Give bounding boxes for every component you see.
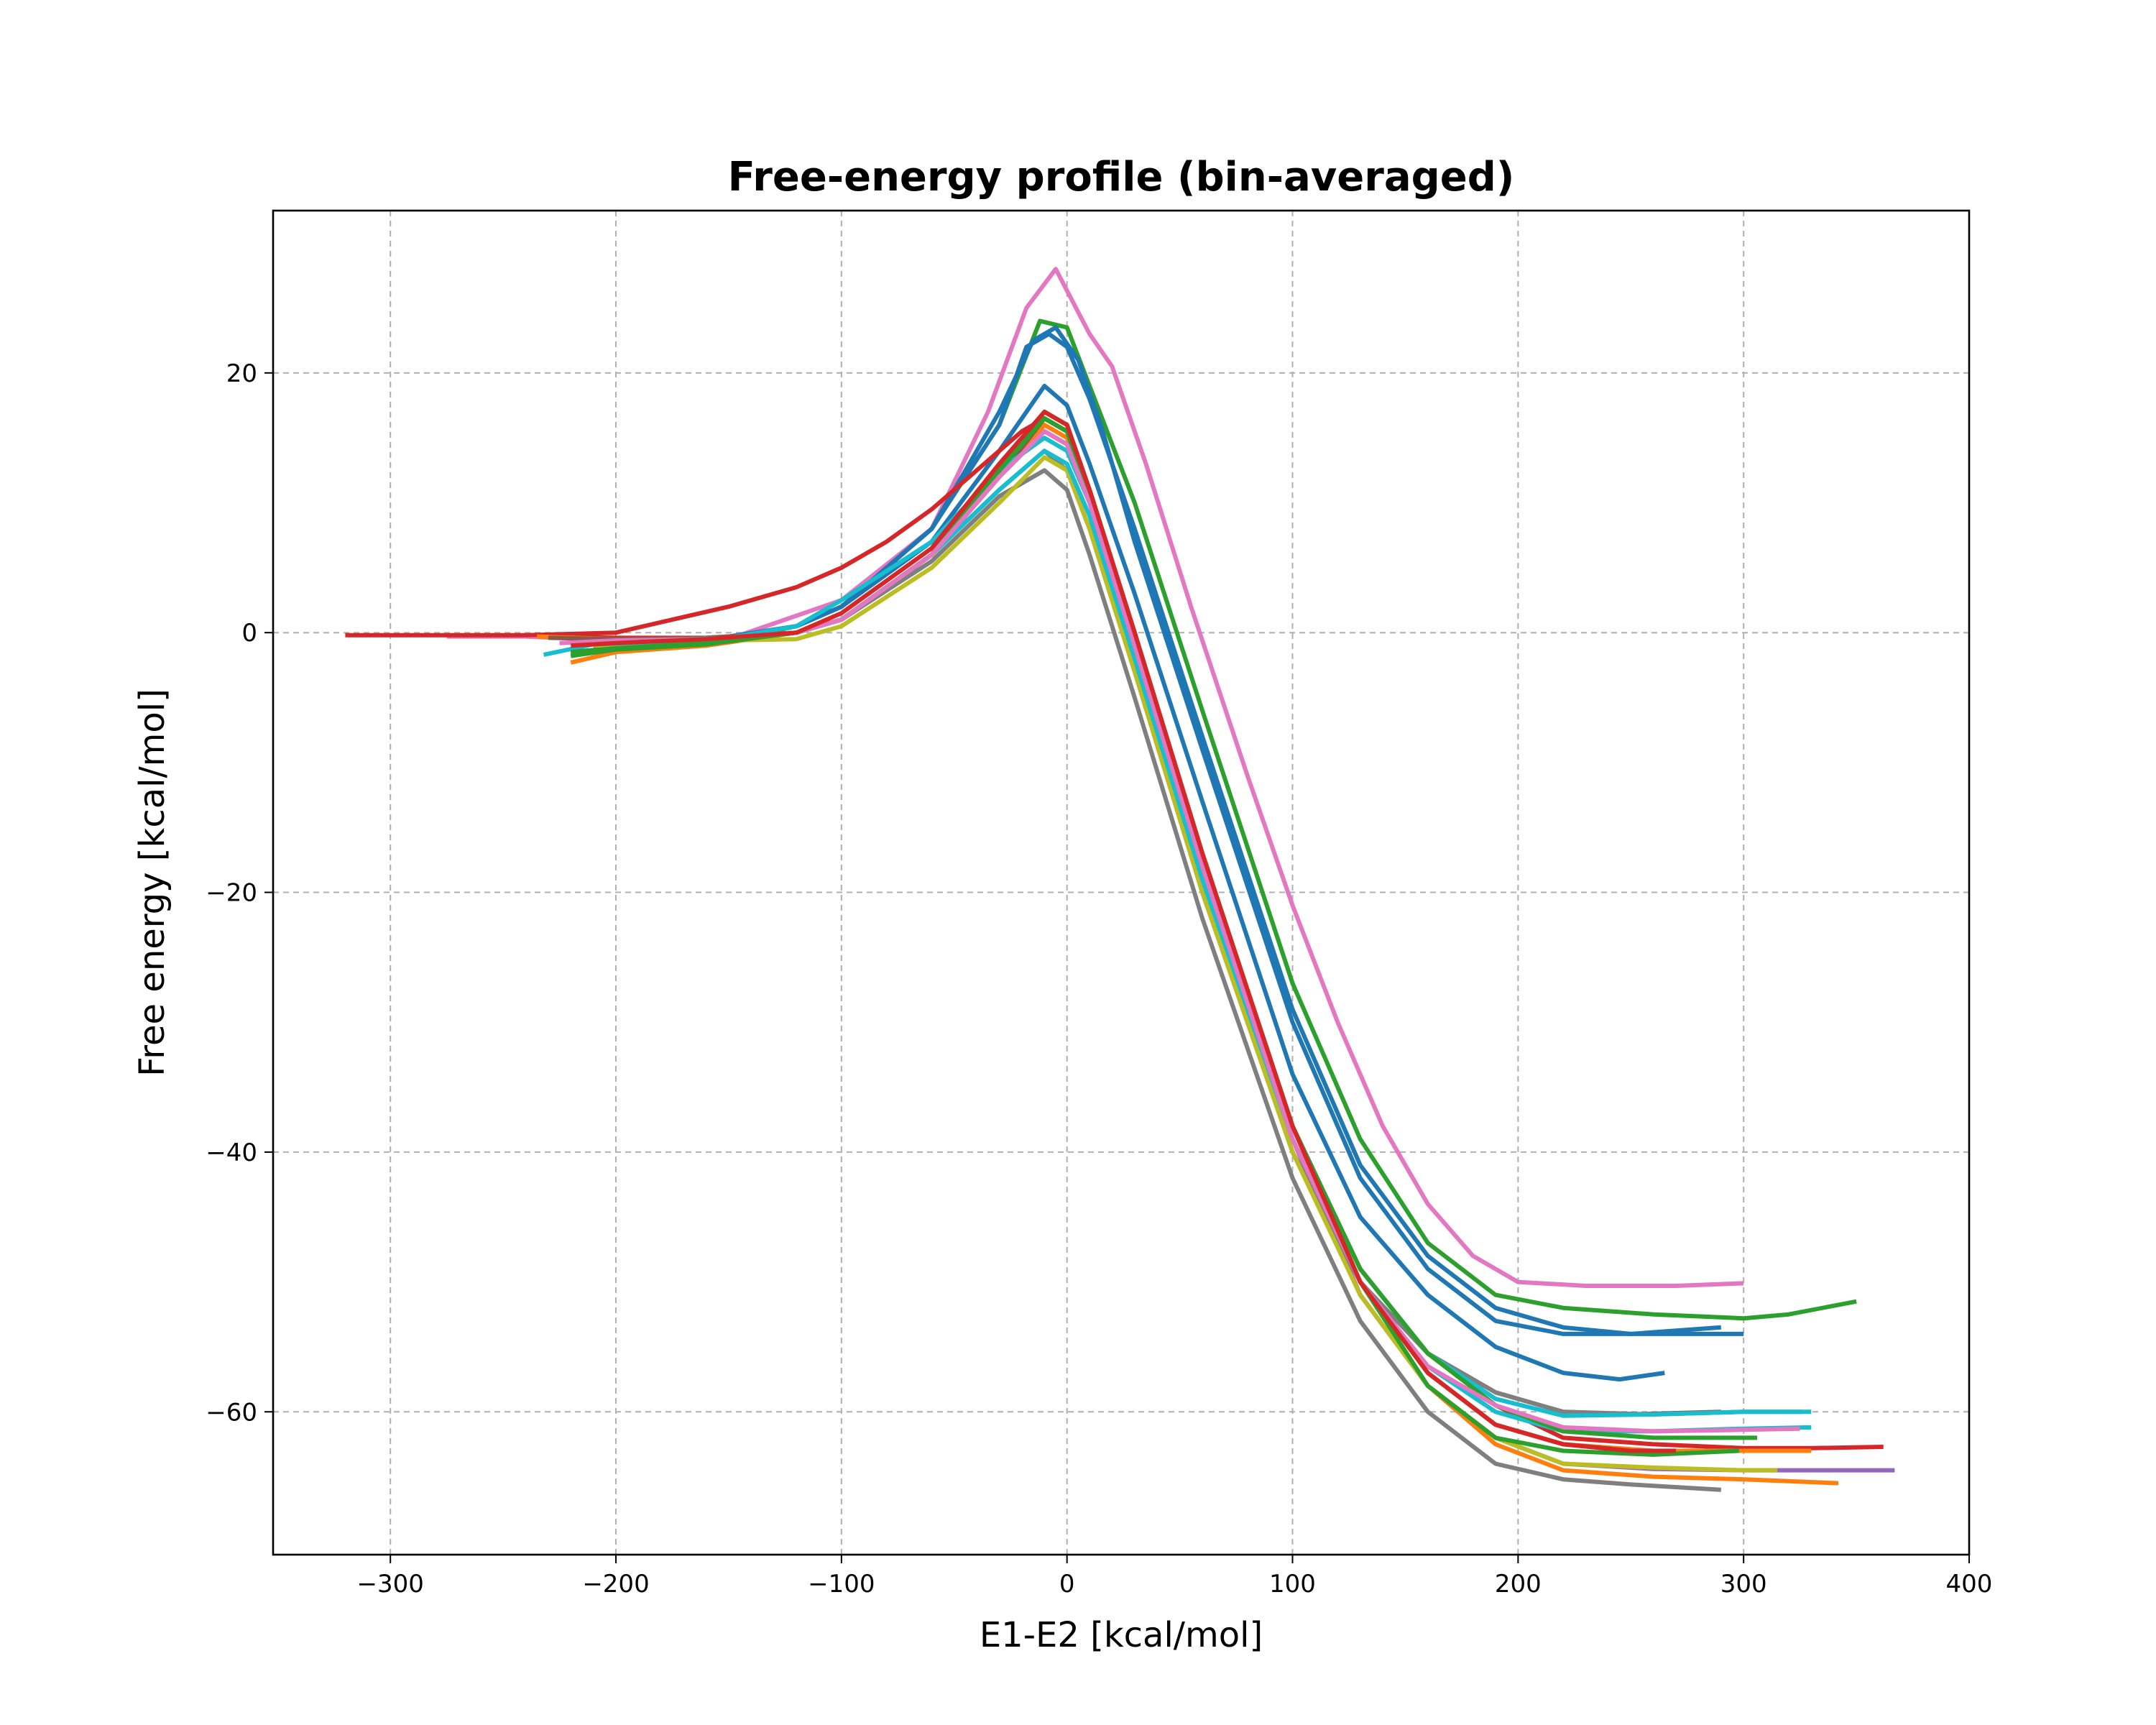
x-tick-label: −300 (356, 1570, 423, 1598)
chart-title: Free-energy profile (bin-averaged) (728, 154, 1515, 201)
y-tick-label: 20 (226, 359, 257, 388)
x-tick-label: 300 (1720, 1570, 1767, 1598)
y-tick-label: −60 (206, 1398, 257, 1427)
x-tick-label: 0 (1059, 1570, 1075, 1598)
y-tick-label: −20 (206, 879, 257, 908)
plot-series (345, 267, 1895, 1492)
plot-frame (272, 209, 1971, 1556)
series-line (446, 267, 1744, 1288)
series-line (593, 455, 1778, 1473)
y-tick-label: −40 (206, 1138, 257, 1167)
x-tick-label: 200 (1495, 1570, 1542, 1598)
x-tick-label: 400 (1946, 1570, 1993, 1598)
x-tick-label: −100 (808, 1570, 875, 1598)
x-tick-label: −200 (582, 1570, 649, 1598)
y-tick-label: 0 (241, 619, 257, 648)
y-axis-label: Free energy [kcal/mol] (132, 689, 172, 1077)
series-line (571, 410, 1676, 1453)
x-axis-label: E1-E2 [kcal/mol] (980, 1615, 1263, 1655)
x-tick-label: 100 (1269, 1570, 1316, 1598)
